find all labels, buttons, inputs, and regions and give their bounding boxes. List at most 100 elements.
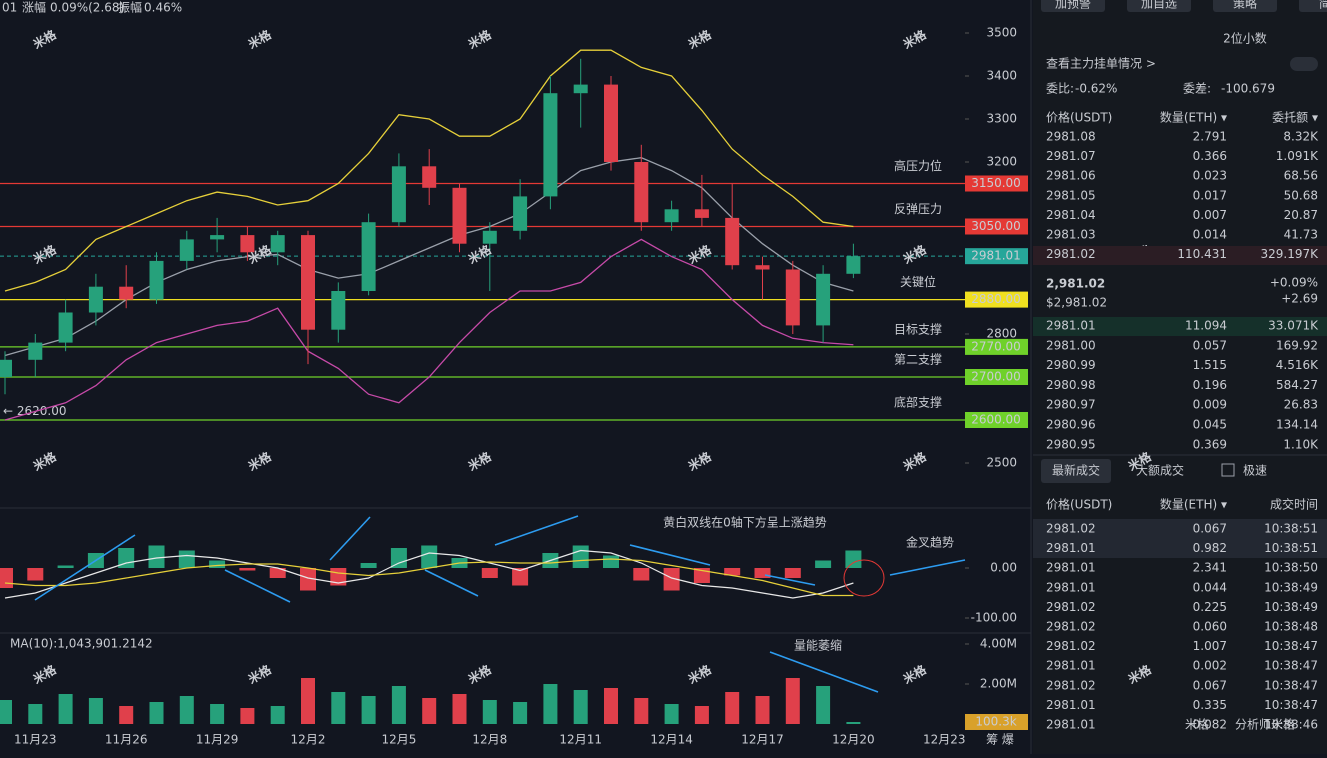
macd-bar bbox=[390, 548, 407, 568]
cell: 10:38:49 bbox=[1264, 580, 1318, 594]
macd-bar bbox=[269, 568, 286, 578]
button[interactable] bbox=[1299, 0, 1327, 12]
button-label[interactable]: 加自选 bbox=[1141, 0, 1177, 11]
tab-active[interactable] bbox=[1041, 459, 1111, 483]
level-note: 反弹压力 bbox=[894, 202, 942, 216]
change-info: 振幅 bbox=[118, 0, 142, 15]
price: 2980.96 bbox=[1046, 418, 1096, 432]
cell: 26.83 bbox=[1284, 398, 1318, 412]
y-tick-label: -100.00 bbox=[971, 611, 1017, 625]
macd-bar bbox=[512, 568, 529, 586]
cell: 10:38:47 bbox=[1264, 698, 1318, 712]
button[interactable] bbox=[1041, 0, 1105, 12]
candle-body bbox=[331, 291, 346, 330]
annotation: 黄白双线在0轴下方呈上涨趋势 bbox=[663, 515, 827, 530]
highlight-circle bbox=[843, 559, 885, 597]
candle-body bbox=[513, 196, 528, 231]
x-tick-label: 11月26 bbox=[105, 733, 148, 747]
highlight-row bbox=[1033, 519, 1327, 558]
volume-bar bbox=[210, 704, 225, 724]
button[interactable] bbox=[1127, 0, 1191, 12]
candle-body bbox=[694, 209, 709, 218]
level-badge bbox=[965, 175, 1028, 192]
quantity: 0.044 bbox=[1193, 580, 1227, 594]
band-line bbox=[4, 157, 854, 357]
price: 2981.02 bbox=[1046, 620, 1096, 634]
candle-body bbox=[755, 265, 770, 270]
level-note: 第二支撑 bbox=[894, 352, 942, 367]
price: 2981.07 bbox=[1046, 149, 1096, 163]
volume-bar bbox=[179, 696, 194, 724]
volume-bar bbox=[513, 702, 528, 724]
quantity: 0.225 bbox=[1193, 600, 1227, 614]
volume-bar bbox=[846, 721, 861, 724]
button[interactable] bbox=[1213, 0, 1277, 12]
volume-bar bbox=[755, 696, 770, 724]
macd-line bbox=[4, 549, 854, 599]
volume-badge bbox=[965, 713, 1028, 730]
quantity: 0.023 bbox=[1193, 169, 1227, 183]
cell: 68.56 bbox=[1284, 169, 1318, 183]
volume-bar bbox=[785, 678, 800, 724]
price: 2981.01 bbox=[1046, 319, 1096, 333]
price: 2981.01 bbox=[1046, 659, 1096, 673]
quantity: 0.335 bbox=[1193, 698, 1227, 712]
macd-bar bbox=[360, 563, 377, 568]
macd-bar bbox=[815, 560, 832, 568]
quantity: 0.002 bbox=[1193, 659, 1227, 673]
candle-body bbox=[846, 256, 861, 274]
candle-body bbox=[725, 217, 740, 266]
macd-bar bbox=[845, 550, 862, 568]
x-tick-label: 12月20 bbox=[832, 733, 875, 747]
col-header: 委托额 ▾ bbox=[1272, 111, 1318, 125]
quantity: 0.196 bbox=[1193, 378, 1227, 392]
diff-label: 委差: bbox=[1183, 82, 1211, 96]
trend-arrow bbox=[34, 534, 136, 601]
ratio: -0.62% bbox=[1075, 82, 1117, 96]
tab[interactable]: 最新成交 bbox=[1052, 463, 1100, 478]
volume-bar bbox=[0, 700, 12, 724]
x-tick-label: 12月11 bbox=[559, 733, 602, 747]
cell: 20.87 bbox=[1284, 208, 1318, 222]
level-badge bbox=[965, 291, 1028, 308]
macd-bar bbox=[300, 568, 316, 591]
cell: 10:38:47 bbox=[1264, 678, 1318, 692]
trend-arrow bbox=[889, 559, 966, 576]
volume-bar bbox=[543, 684, 558, 724]
ma-label: MA(10):1,043,901.2142 bbox=[10, 637, 153, 651]
cell: 10:38:51 bbox=[1264, 522, 1318, 536]
candle-body bbox=[452, 187, 467, 244]
price: 2981.00 bbox=[1046, 338, 1096, 352]
cell: 169.92 bbox=[1276, 338, 1318, 352]
quantity: 0.060 bbox=[1193, 620, 1227, 634]
x-tick-label: 12月23 bbox=[923, 733, 966, 747]
macd-bar bbox=[633, 568, 650, 581]
tab[interactable]: 大额成交 bbox=[1136, 463, 1184, 478]
price: 2980.99 bbox=[1046, 358, 1096, 372]
candle-body bbox=[543, 93, 558, 197]
price: 2981.01 bbox=[1046, 561, 1096, 575]
volume-bar bbox=[240, 708, 255, 724]
button-label[interactable]: 简况 bbox=[1319, 0, 1327, 11]
macd-bar bbox=[178, 550, 195, 568]
quantity: 110.431 bbox=[1177, 247, 1227, 261]
candle-body bbox=[391, 166, 406, 223]
macd-bar bbox=[724, 568, 741, 576]
y-tick-label: 3200 bbox=[986, 155, 1017, 169]
level-badge bbox=[965, 412, 1028, 428]
volume-bar bbox=[361, 696, 376, 724]
quantity: 0.369 bbox=[1193, 437, 1227, 451]
tab[interactable]: 极速 bbox=[1243, 464, 1267, 478]
button-label[interactable]: 策略 bbox=[1233, 0, 1257, 11]
mid-price: 2,981.02 bbox=[1046, 277, 1105, 291]
button-label[interactable]: 加预警 bbox=[1055, 0, 1091, 11]
price: 2981.01 bbox=[1046, 580, 1096, 594]
checkbox[interactable] bbox=[1221, 463, 1235, 477]
toggle[interactable] bbox=[1290, 57, 1318, 71]
quantity: 0.067 bbox=[1193, 678, 1227, 692]
quantity: 0.982 bbox=[1193, 541, 1227, 555]
trend-arrow bbox=[424, 569, 479, 597]
macd-bar bbox=[148, 545, 165, 568]
highlight-row bbox=[1033, 246, 1327, 265]
